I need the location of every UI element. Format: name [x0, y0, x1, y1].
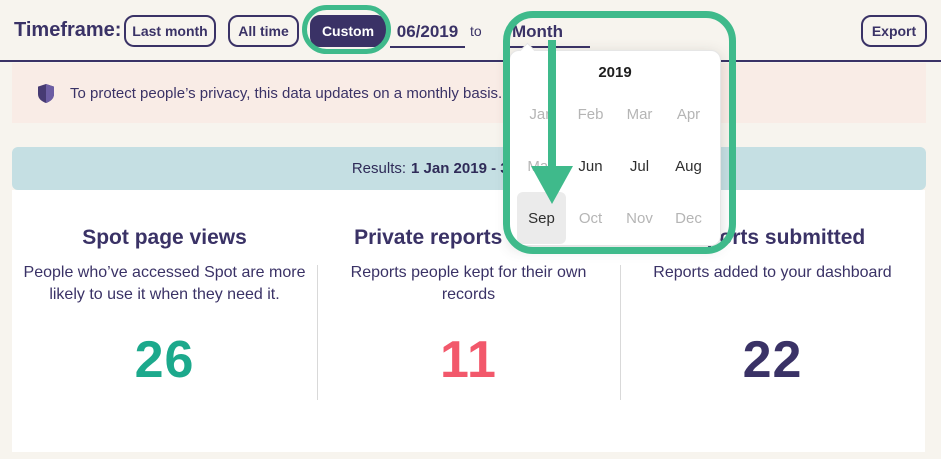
- month-cell-jun[interactable]: Jun: [578, 157, 603, 175]
- stat-description: Reports added to your dashboard: [653, 264, 892, 281]
- month-cell-may: May: [527, 157, 556, 175]
- column-divider: [317, 265, 318, 400]
- stat-column-reports-submitted: Reports submitted Reports added to your …: [620, 190, 925, 452]
- shield-icon: [38, 83, 54, 103]
- to-label: to: [470, 23, 482, 39]
- month-cell-oct: Oct: [578, 209, 603, 227]
- timeframe-label: Timeframe:: [14, 19, 122, 41]
- results-banner: Results: 1 Jan 2019 - 30 Sep 2019: [12, 147, 926, 190]
- last-month-button[interactable]: Last month: [124, 15, 216, 47]
- stat-description: People who’ve accessed Spot are more lik…: [23, 264, 306, 303]
- stats-section: Spot page views People who’ve accessed S…: [12, 190, 925, 452]
- custom-button[interactable]: Custom: [310, 15, 386, 47]
- month-cell-mar: Mar: [626, 105, 653, 123]
- month-cell-jul[interactable]: Jul: [629, 157, 650, 175]
- privacy-banner: To protect people’s privacy, this data u…: [12, 63, 926, 123]
- timeframe-toolbar: Timeframe: Last month All time Custom 06…: [0, 0, 941, 62]
- stat-column-spot-page-views: Spot page views People who’ve accessed S…: [12, 190, 317, 452]
- stat-title: Spot page views: [82, 226, 247, 249]
- stat-title: Reports submitted: [679, 226, 866, 249]
- stat-value: 22: [742, 331, 803, 389]
- month-cell-sep[interactable]: Sep: [517, 192, 566, 244]
- end-month-select[interactable]: Month: [508, 17, 590, 48]
- month-cell-nov: Nov: [626, 209, 653, 227]
- month-cell-feb: Feb: [577, 105, 604, 123]
- stat-value: 11: [440, 331, 497, 389]
- stat-value: 26: [134, 331, 195, 389]
- month-cell-aug[interactable]: Aug: [675, 157, 702, 175]
- results-prefix: Results:: [351, 160, 407, 177]
- month-cell-dec: Dec: [675, 209, 702, 227]
- month-picker-popup: 2019 Jan Feb Mar Apr May Jun Jul Aug Sep…: [509, 42, 721, 246]
- month-cell-apr: Apr: [676, 105, 701, 123]
- privacy-text: To protect people’s privacy, this data u…: [70, 84, 503, 102]
- all-time-button[interactable]: All time: [228, 15, 299, 47]
- year-label: 2019: [598, 64, 632, 81]
- column-divider: [620, 265, 621, 400]
- start-date-input[interactable]: 06/2019: [390, 17, 465, 48]
- export-button[interactable]: Export: [861, 15, 927, 47]
- month-cell-jan: Jan: [529, 105, 554, 123]
- stat-description: Reports people kept for their own record…: [350, 264, 587, 303]
- month-grid: Jan Feb Mar Apr May Jun Jul Aug Sep Oct …: [510, 88, 720, 244]
